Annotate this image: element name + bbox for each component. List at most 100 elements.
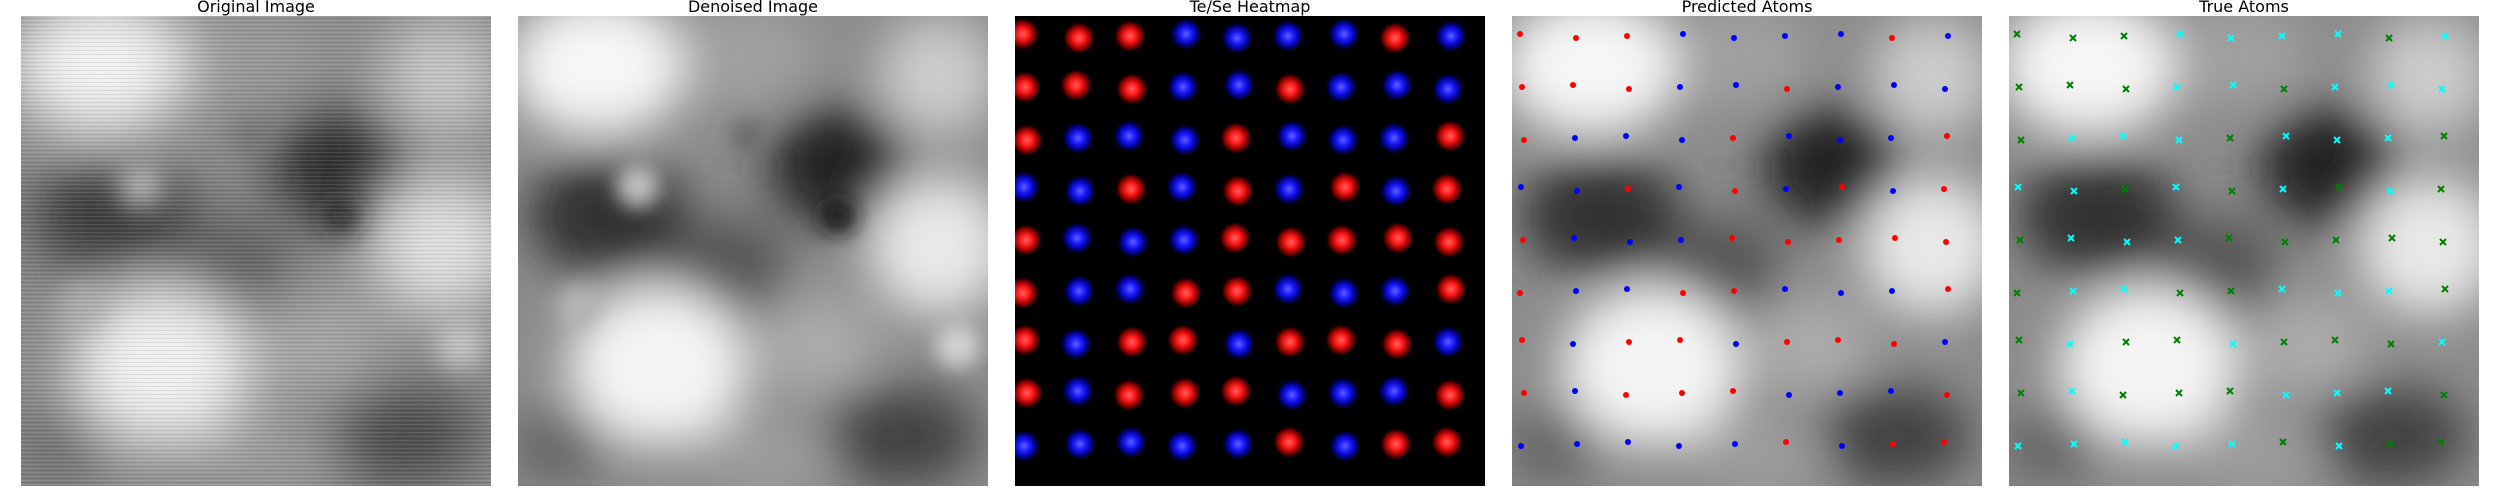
true-se-atom <box>2386 187 2394 195</box>
predicted-se-atom <box>1676 184 1682 190</box>
predicted-te-atom <box>1625 186 1631 192</box>
se-heat-spot <box>1166 70 1200 104</box>
te-heat-spot <box>1169 276 1203 310</box>
predicted-te-atom <box>1836 237 1842 243</box>
true-te-atom <box>2225 234 2233 242</box>
true-se-atom <box>2121 438 2129 446</box>
predicted-atoms-title: Predicted Atoms <box>1681 0 1813 16</box>
se-heat-spot <box>1431 325 1465 359</box>
predicted-te-atom <box>1517 31 1523 37</box>
true-te-atom <box>2066 81 2074 89</box>
se-heat-spot <box>1015 429 1041 463</box>
se-heat-spot <box>1165 170 1199 204</box>
true-te-atom <box>2121 185 2129 193</box>
predicted-se-atom <box>1680 31 1686 37</box>
true-se-atom <box>2123 238 2131 246</box>
true-se-atom <box>2229 81 2237 89</box>
true-se-atom <box>2438 85 2446 93</box>
se-heat-spot <box>1327 276 1361 310</box>
predicted-se-atom <box>1839 443 1845 449</box>
true-te-atom <box>2332 236 2340 244</box>
te-heat-spot <box>1433 378 1467 412</box>
se-heat-spot <box>1326 376 1360 410</box>
te-heat-spot <box>1325 223 1359 257</box>
true-se-atom <box>2282 391 2290 399</box>
predicted-te-atom <box>1732 188 1738 194</box>
predicted-se-atom <box>1888 388 1894 394</box>
te-heat-spot <box>1221 174 1255 208</box>
te-heat-spot <box>1015 70 1042 104</box>
true-te-atom <box>2176 289 2184 297</box>
te-heat-spot <box>1379 427 1413 461</box>
predicted-te-atom <box>1941 439 1947 445</box>
predicted-te-atom <box>1839 184 1845 190</box>
se-heat-spot <box>1059 327 1093 361</box>
te-heat-spot <box>1166 323 1200 357</box>
se-heat-spot <box>1165 429 1199 463</box>
predicted-te-atom <box>1624 33 1630 39</box>
se-heat-spot <box>1060 221 1094 255</box>
predicted-te-atom <box>1730 388 1736 394</box>
true-se-atom <box>2068 387 2076 395</box>
predicted-se-atom <box>1679 137 1685 143</box>
true-te-atom <box>2440 132 2448 140</box>
te-heat-spot <box>1113 19 1147 53</box>
se-heat-spot <box>1221 427 1255 461</box>
predicted-se-atom <box>1837 390 1843 396</box>
true-te-atom <box>2441 285 2449 293</box>
te-heat-spot <box>1115 72 1149 106</box>
se-heat-spot <box>1272 172 1306 206</box>
true-te-atom <box>2228 187 2236 195</box>
true-se-atom <box>2441 32 2449 40</box>
te-heat-spot <box>1378 21 1412 55</box>
se-heat-spot <box>1063 427 1097 461</box>
predicted-se-atom <box>1625 439 1631 445</box>
te-heat-spot <box>1015 123 1044 157</box>
predicted-te-atom <box>1519 84 1525 90</box>
true-se-atom <box>2120 285 2128 293</box>
true-te-atom <box>2017 136 2025 144</box>
se-heat-spot <box>1113 272 1147 306</box>
te-heat-spot <box>1430 172 1464 206</box>
te-heat-spot <box>1273 72 1307 106</box>
true-te-atom <box>2280 338 2288 346</box>
predicted-se-atom <box>1627 239 1633 245</box>
true-te-atom <box>2331 336 2339 344</box>
se-heat-spot <box>1222 68 1256 102</box>
denoised-image-panel: Denoised Image <box>518 0 988 486</box>
se-heat-spot <box>1271 19 1305 53</box>
true-te-atom <box>2120 32 2128 40</box>
true-se-atom <box>2278 285 2286 293</box>
te-heat-spot <box>1015 17 1040 51</box>
predicted-te-atom <box>1519 337 1525 343</box>
true-te-atom <box>2226 387 2234 395</box>
true-te-atom <box>2013 289 2021 297</box>
true-se-atom <box>2175 136 2183 144</box>
se-heat-spot <box>1061 374 1095 408</box>
true-te-atom <box>2281 238 2289 246</box>
true-se-atom <box>2335 442 2343 450</box>
se-heat-spot <box>1114 425 1148 459</box>
true-se-atom <box>2334 289 2342 297</box>
predicted-se-atom <box>1733 341 1739 347</box>
predicted-se-atom <box>1623 133 1629 139</box>
predicted-te-atom <box>1520 237 1526 243</box>
predicted-te-atom <box>1570 82 1576 88</box>
predicted-se-atom <box>1945 33 1951 39</box>
predicted-te-atom <box>1891 341 1897 347</box>
se-heat-spot <box>1324 70 1358 104</box>
se-heat-spot <box>1275 119 1309 153</box>
true-te-atom <box>2119 391 2127 399</box>
true-te-atom <box>2386 440 2394 448</box>
original-image-title: Original Image <box>197 0 315 16</box>
predicted-te-atom <box>1677 337 1683 343</box>
te-heat-spot <box>1115 325 1149 359</box>
se-heat-spot <box>1271 272 1305 306</box>
true-se-atom <box>2174 236 2182 244</box>
te-heat-spot <box>1015 223 1043 257</box>
true-se-atom <box>2069 287 2077 295</box>
se-heat-spot <box>1015 170 1041 204</box>
se-heat-spot <box>1222 327 1256 361</box>
predicted-te-atom <box>1892 235 1898 241</box>
te-heat-spot <box>1220 274 1254 308</box>
